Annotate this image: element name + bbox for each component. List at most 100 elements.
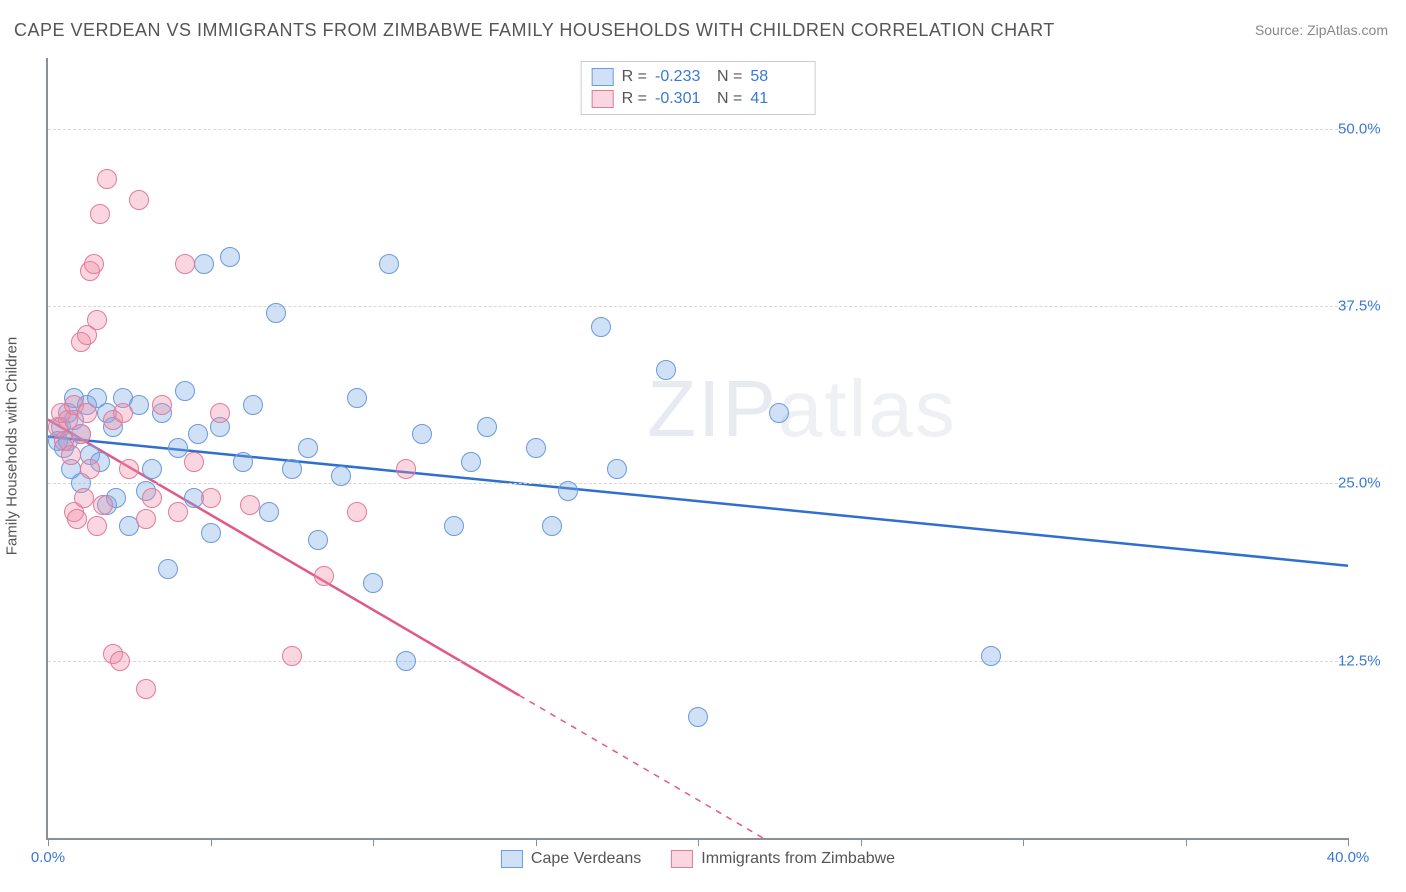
- x-tick: [1023, 838, 1024, 846]
- gridline-h: [48, 129, 1348, 130]
- x-tick: [861, 838, 862, 846]
- swatch-series-1: [592, 68, 614, 86]
- data-point-zimbabwe: [87, 516, 107, 536]
- data-point-cape_verdeans: [243, 395, 263, 415]
- data-point-zimbabwe: [87, 310, 107, 330]
- source-label: Source: ZipAtlas.com: [1255, 22, 1388, 38]
- stat-N-val-1: 58: [750, 66, 804, 88]
- trend-line-dash-zimbabwe: [519, 695, 763, 838]
- data-point-cape_verdeans: [347, 388, 367, 408]
- data-point-cape_verdeans: [194, 254, 214, 274]
- data-point-zimbabwe: [240, 495, 260, 515]
- legend-item-2: Immigrants from Zimbabwe: [671, 850, 895, 868]
- data-point-cape_verdeans: [233, 452, 253, 472]
- stat-N-val-2: 41: [750, 88, 804, 110]
- data-point-zimbabwe: [396, 459, 416, 479]
- data-point-cape_verdeans: [461, 452, 481, 472]
- swatch-series-2: [592, 90, 614, 108]
- data-point-zimbabwe: [184, 452, 204, 472]
- legend-stats: R = -0.233 N = 58 R = -0.301 N = 41: [581, 61, 816, 115]
- data-point-cape_verdeans: [558, 481, 578, 501]
- gridline-h: [48, 483, 1348, 484]
- chart-title: CAPE VERDEAN VS IMMIGRANTS FROM ZIMBABWE…: [14, 20, 1055, 41]
- data-point-zimbabwe: [282, 646, 302, 666]
- x-tick: [373, 838, 374, 846]
- data-point-zimbabwe: [136, 679, 156, 699]
- data-point-zimbabwe: [80, 459, 100, 479]
- y-tick-label: 12.5%: [1338, 652, 1398, 669]
- data-point-zimbabwe: [119, 459, 139, 479]
- data-point-zimbabwe: [74, 488, 94, 508]
- legend-item-1: Cape Verdeans: [501, 850, 641, 868]
- data-point-zimbabwe: [314, 566, 334, 586]
- data-point-cape_verdeans: [379, 254, 399, 274]
- data-point-zimbabwe: [84, 254, 104, 274]
- data-point-cape_verdeans: [220, 247, 240, 267]
- x-tick-label: 40.0%: [1327, 849, 1370, 866]
- swatch-series-1b: [501, 850, 523, 868]
- legend-stats-row-2: R = -0.301 N = 41: [592, 88, 805, 110]
- x-tick: [1348, 838, 1349, 846]
- legend-series: Cape Verdeans Immigrants from Zimbabwe: [501, 850, 895, 868]
- data-point-cape_verdeans: [142, 459, 162, 479]
- legend-label-2: Immigrants from Zimbabwe: [701, 850, 895, 868]
- data-point-zimbabwe: [113, 403, 133, 423]
- legend-stats-row-1: R = -0.233 N = 58: [592, 66, 805, 88]
- data-point-cape_verdeans: [591, 317, 611, 337]
- data-point-zimbabwe: [110, 651, 130, 671]
- data-point-zimbabwe: [201, 488, 221, 508]
- x-tick: [211, 838, 212, 846]
- swatch-series-2b: [671, 850, 693, 868]
- data-point-cape_verdeans: [981, 646, 1001, 666]
- data-point-cape_verdeans: [412, 424, 432, 444]
- chart-container: CAPE VERDEAN VS IMMIGRANTS FROM ZIMBABWE…: [0, 0, 1406, 892]
- data-point-zimbabwe: [61, 445, 81, 465]
- data-point-zimbabwe: [67, 509, 87, 529]
- data-point-cape_verdeans: [331, 466, 351, 486]
- data-point-zimbabwe: [97, 169, 117, 189]
- data-point-cape_verdeans: [444, 516, 464, 536]
- plot-area: ZIPatlas R = -0.233 N = 58 R = -0.301 N …: [46, 58, 1348, 840]
- data-point-cape_verdeans: [688, 707, 708, 727]
- data-point-zimbabwe: [129, 190, 149, 210]
- data-point-cape_verdeans: [607, 459, 627, 479]
- data-point-zimbabwe: [90, 204, 110, 224]
- data-point-cape_verdeans: [477, 417, 497, 437]
- data-point-zimbabwe: [93, 495, 113, 515]
- data-point-zimbabwe: [210, 403, 230, 423]
- x-tick: [698, 838, 699, 846]
- data-point-cape_verdeans: [201, 523, 221, 543]
- data-point-cape_verdeans: [396, 651, 416, 671]
- gridline-h: [48, 661, 1348, 662]
- data-point-zimbabwe: [142, 488, 162, 508]
- data-point-cape_verdeans: [188, 424, 208, 444]
- data-point-cape_verdeans: [308, 530, 328, 550]
- data-point-cape_verdeans: [282, 459, 302, 479]
- stat-R-val-2: -0.301: [655, 88, 709, 110]
- data-point-zimbabwe: [347, 502, 367, 522]
- y-tick-label: 37.5%: [1338, 298, 1398, 315]
- data-point-zimbabwe: [77, 403, 97, 423]
- y-axis-label: Family Households with Children: [4, 337, 21, 555]
- data-point-cape_verdeans: [175, 381, 195, 401]
- gridline-h: [48, 306, 1348, 307]
- data-point-zimbabwe: [71, 424, 91, 444]
- data-point-zimbabwe: [168, 502, 188, 522]
- stat-N-label-2: N =: [717, 88, 742, 110]
- x-tick: [536, 838, 537, 846]
- stat-N-label: N =: [717, 66, 742, 88]
- stat-R-label: R =: [622, 66, 647, 88]
- data-point-cape_verdeans: [266, 303, 286, 323]
- data-point-cape_verdeans: [526, 438, 546, 458]
- stat-R-val-1: -0.233: [655, 66, 709, 88]
- data-point-zimbabwe: [175, 254, 195, 274]
- data-point-cape_verdeans: [298, 438, 318, 458]
- data-point-cape_verdeans: [168, 438, 188, 458]
- stat-R-label-2: R =: [622, 88, 647, 110]
- data-point-cape_verdeans: [363, 573, 383, 593]
- x-tick-label: 0.0%: [31, 849, 65, 866]
- x-tick: [48, 838, 49, 846]
- y-tick-label: 25.0%: [1338, 475, 1398, 492]
- data-point-cape_verdeans: [259, 502, 279, 522]
- x-tick: [1186, 838, 1187, 846]
